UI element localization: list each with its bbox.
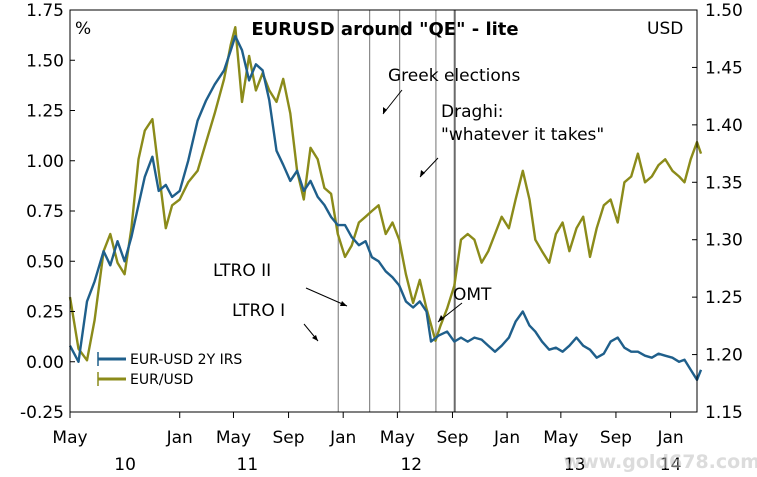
x-axis-month-label: May [52, 428, 87, 448]
annotation-ltro2-arrow [305, 287, 348, 307]
annotation-ltro2: LTRO II [213, 261, 348, 307]
x-axis-year-label: 11 [237, 455, 259, 475]
x-axis-month-label: Sep [436, 428, 468, 448]
right-axis-tick-label: 1.15 [705, 403, 743, 423]
left-axis-tick-label: 0.50 [26, 252, 64, 272]
right-axis-unit: USD [647, 19, 683, 39]
left-axis-tick-label: 0.00 [26, 353, 64, 373]
x-axis-year-label: 13 [564, 455, 586, 475]
legend: EUR-USD 2Y IRS EUR/USD [97, 352, 242, 388]
right-axis-tick-label: 1.25 [705, 288, 743, 308]
annotation-greek-text: Greek elections [388, 66, 521, 86]
right-axis: 1.15 1.20 1.25 1.30 1.35 1.40 1.45 1.50 [692, 1, 743, 423]
x-axis-month-label: Jan [493, 428, 520, 448]
left-axis-tick-label: 0.75 [26, 202, 64, 222]
left-axis: -0.25 0.00 0.25 0.50 0.75 1.00 1.25 1.50 1.75 [20, 1, 75, 423]
left-axis-tick-label: 0.25 [26, 303, 64, 323]
annotation-omt-text: OMT [453, 285, 492, 305]
x-axis-month-label: May [216, 428, 251, 448]
x-axis-year-label: 10 [114, 455, 136, 475]
right-axis-tick-label: 1.50 [705, 1, 743, 21]
watermark: www.gold678.com [564, 451, 757, 473]
annotation-greek-arrowhead [383, 107, 387, 114]
annotation-ltro2-arrowhead [340, 301, 347, 306]
right-axis-tick-label: 1.40 [705, 116, 743, 136]
left-axis-tick-label: -0.25 [20, 403, 64, 423]
series-line-eurusd [68, 26, 703, 362]
x-axis-month-label: Jan [166, 428, 193, 448]
annotation-draghi-line1: Draghi: [441, 102, 504, 122]
left-axis-tick-label: 1.25 [26, 102, 64, 122]
left-axis-tick-label: 1.50 [26, 51, 64, 71]
event-lines [337, 10, 456, 412]
annotation-ltro1-text: LTRO I [232, 301, 285, 321]
x-axis-month-label: Sep [273, 428, 305, 448]
annotation-draghi-arrowhead [420, 170, 425, 177]
annotation-ltro1: LTRO I [232, 301, 319, 342]
x-axis: May Jan May Sep Jan May Sep Jan May Sep Jan 10 11 12 1… [52, 412, 684, 475]
x-axis-month-label: Jan [329, 428, 356, 448]
x-axis-month-label: Jan [656, 428, 683, 448]
annotation-draghi: Draghi: "whatever it takes" [419, 102, 604, 178]
x-axis-month-label: Sep [600, 428, 632, 448]
annotation-ltro1-arrowhead [312, 335, 318, 341]
annotation-ltro2-text: LTRO II [213, 261, 271, 281]
annotation-draghi-line2: "whatever it takes" [441, 125, 604, 145]
chart-title: EURUSD around "QE" - lite [251, 19, 518, 40]
series-line-irs [68, 34, 703, 381]
right-axis-tick-label: 1.45 [705, 58, 743, 78]
left-axis-tick-label: 1.00 [26, 152, 64, 172]
annotation-greek-elections: Greek elections [382, 66, 521, 115]
right-axis-tick-label: 1.35 [705, 173, 743, 193]
left-axis-tick-label: 1.75 [26, 1, 64, 21]
legend-label-eurusd: EUR/USD [130, 372, 193, 388]
right-axis-tick-label: 1.30 [705, 231, 743, 251]
legend-label-irs: EUR-USD 2Y IRS [130, 352, 242, 368]
x-axis-month-label: May [380, 428, 415, 448]
series-layer [68, 26, 703, 381]
annotation-omt: OMT [437, 285, 492, 323]
x-axis-year-label: 12 [400, 455, 422, 475]
x-axis-month-label: May [543, 428, 578, 448]
left-axis-unit: % [75, 19, 91, 39]
right-axis-tick-label: 1.20 [705, 346, 743, 366]
x-axis-year-label: 14 [660, 455, 682, 475]
annotation-omt-arrowhead [438, 315, 444, 322]
